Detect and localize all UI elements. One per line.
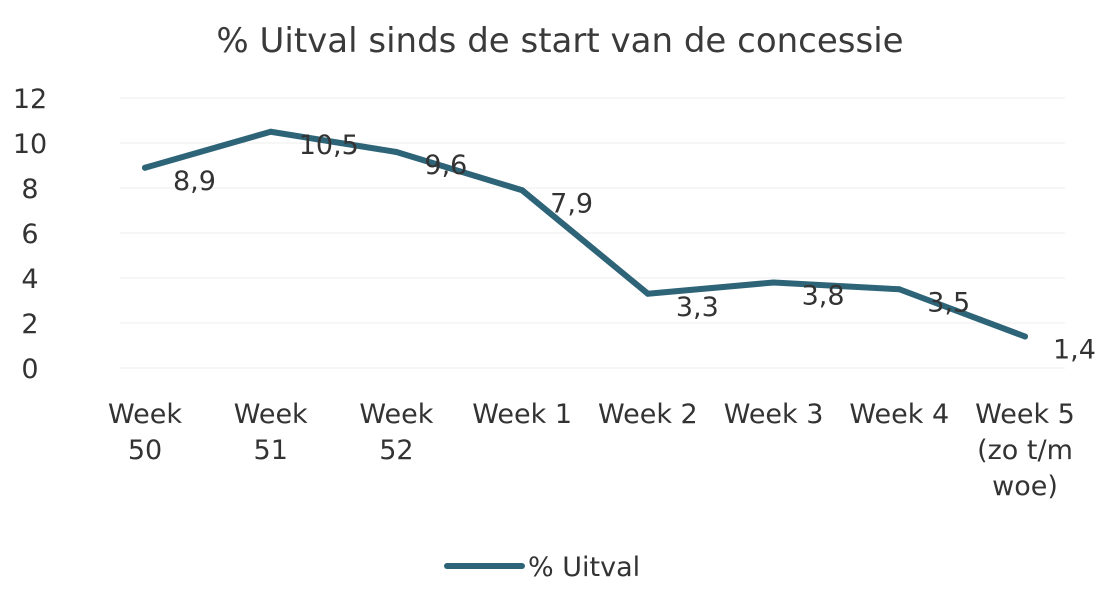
data-point [896,286,903,293]
x-tick-label: Week 51 [234,399,308,466]
y-tick-label: 8 [21,174,38,205]
data-point [142,164,148,171]
legend-label: % Uitval [528,552,640,583]
x-tick-label: Week 5 (zo t/m woe) [975,399,1075,502]
y-tick-label: 0 [21,354,38,385]
y-tick-label: 10 [13,129,47,160]
data-point [1022,333,1028,340]
x-tick-label: Week 50 [108,399,182,466]
data-point [644,290,651,297]
data-label: 1,4 [1053,335,1096,366]
data-label: 3,8 [802,281,845,312]
x-tick-label: Week 3 [724,399,824,430]
data-label: 10,5 [299,130,359,161]
y-tick-label: 2 [21,309,38,340]
data-label: 9,6 [424,150,467,181]
x-tick-label: Week 1 [472,399,572,430]
y-tick-label: 12 [13,84,47,115]
data-label: 8,9 [173,166,216,197]
x-tick-label: Week 4 [849,399,949,430]
data-point [519,187,526,194]
x-tick-label: Week 52 [359,399,433,466]
data-point [393,149,400,155]
data-label: 7,9 [550,188,593,219]
data-point [267,128,274,135]
x-tick-label: Week 2 [598,399,698,430]
legend: % Uitval [444,552,640,583]
y-tick-label: 6 [21,219,38,250]
data-point [770,279,777,286]
series-line [142,128,1028,340]
data-label: 3,3 [676,292,719,323]
y-tick-label: 4 [21,264,38,295]
chart-title: % Uitval sinds de start van de concessie [216,21,903,61]
data-label: 3,5 [927,287,970,318]
